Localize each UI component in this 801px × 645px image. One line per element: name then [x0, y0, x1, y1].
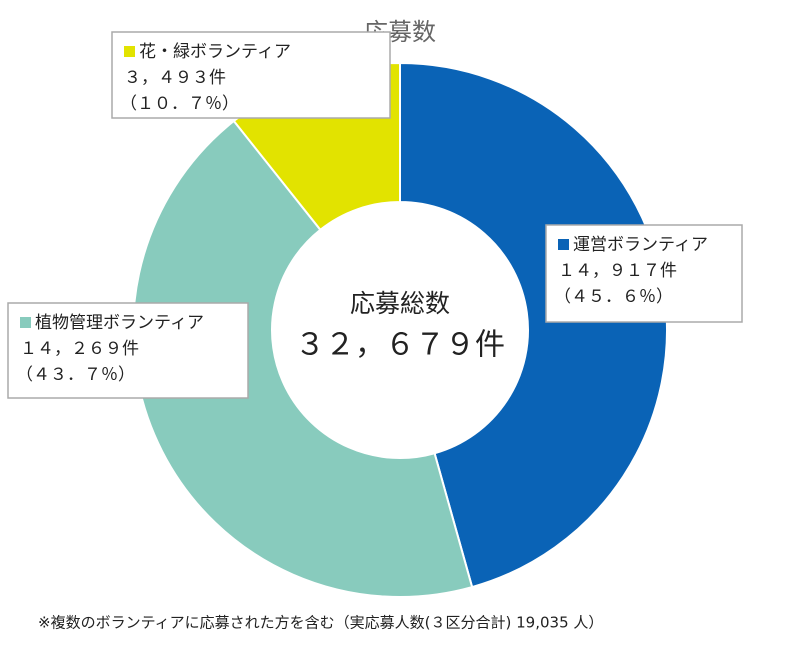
- labels: 運営ボランティア １４，９１７件 （４５．６％） 植物管理ボランティア １４，２６９件 （…: [7, 31, 743, 399]
- center-title: 応募総数: [350, 289, 450, 318]
- slice: [399, 61, 668, 589]
- label-box: [111, 31, 391, 119]
- slice: [132, 119, 474, 598]
- label-value: ３，４９３件: [124, 68, 226, 88]
- label-category: 植物管理ボランティア: [35, 313, 204, 333]
- footnote: ※複数のボランティアに応募された方を含む（実応募人数(３区分合計) 19,035…: [38, 614, 603, 632]
- label-category: 花・緑ボランティア: [139, 42, 291, 62]
- label-box: [7, 302, 249, 399]
- label-swatch: [558, 239, 569, 250]
- label-value: １４，２６９件: [20, 339, 139, 359]
- label-percentage: （４３．７％）: [16, 365, 135, 385]
- label-box: [545, 224, 743, 323]
- label-category: 運営ボランティア: [573, 235, 708, 255]
- label-swatch: [124, 46, 135, 57]
- label-value: １４，９１７件: [558, 261, 677, 281]
- label-swatch: [20, 317, 31, 328]
- label-percentage: （４５．６％）: [554, 287, 673, 307]
- label-percentage: （１０．７％）: [120, 94, 239, 114]
- center-total: ３２，６７９件: [295, 328, 505, 363]
- slices: [132, 61, 668, 598]
